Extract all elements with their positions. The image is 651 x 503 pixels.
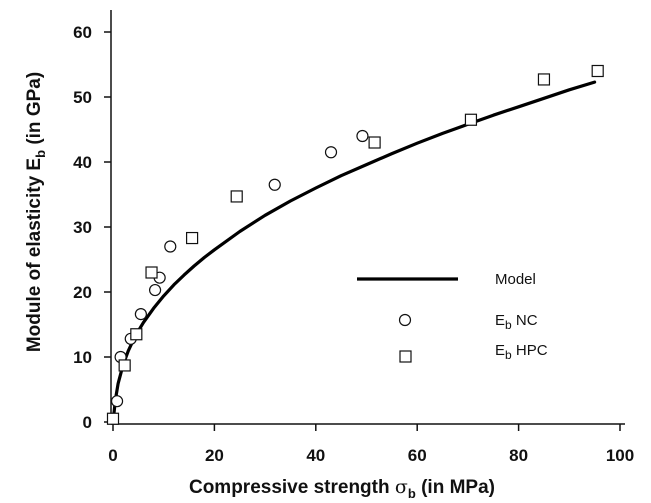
y-tick-label-50: 50: [73, 88, 92, 107]
hpc-point-8: [537, 73, 551, 86]
y-tick-label-10: 10: [73, 348, 92, 367]
nc-point-6: [164, 240, 177, 253]
y-tick-label-20: 20: [73, 283, 92, 302]
legend-model-label: Model: [495, 271, 536, 288]
nc-point-9: [356, 129, 369, 143]
x-axis-title: Compressive strength σb (in MPa): [189, 476, 495, 501]
hpc-point-9: [591, 64, 604, 78]
legend-nc-label: Eb NC: [495, 312, 538, 332]
legend-nc-marker: [398, 313, 412, 327]
hpc-point-5: [230, 190, 243, 203]
nc-point-3: [134, 308, 147, 321]
y-axis-title: Module of elasticity Eb (in GPa): [24, 72, 48, 352]
hpc-point-0: [106, 412, 120, 425]
y-tick-label-60: 60: [73, 23, 92, 42]
legend-hpc-marker: [399, 350, 412, 363]
x-tick-label-0: 0: [108, 446, 117, 465]
hpc-point-6: [368, 136, 381, 149]
nc-point-0: [110, 395, 124, 408]
y-tick-label-40: 40: [73, 153, 92, 172]
x-tick-label-40: 40: [306, 446, 325, 465]
tick-labels: 0 20 40 60 80 100 0 10 20 30 40 50 60: [73, 23, 634, 465]
legend-hpc-label: Eb HPC: [495, 342, 548, 362]
hpc-point-3: [145, 266, 158, 279]
legend: Model Eb NC Eb HPC: [357, 271, 548, 363]
y-tick-label-0: 0: [83, 413, 92, 432]
markers: [106, 64, 604, 425]
hpc-point-2: [130, 328, 143, 341]
hpc-point-1: [118, 359, 131, 372]
hpc-point-7: [464, 113, 478, 126]
x-tick-label-20: 20: [205, 446, 224, 465]
nc-point-4: [148, 283, 162, 297]
nc-point-8: [324, 146, 338, 159]
x-tick-label-60: 60: [408, 446, 427, 465]
ticks: [104, 31, 621, 431]
y-tick-label-30: 30: [73, 218, 92, 237]
x-tick-label-100: 100: [606, 446, 634, 465]
x-tick-label-80: 80: [509, 446, 528, 465]
hpc-point-4: [185, 231, 199, 245]
model-curve: [111, 80, 597, 424]
nc-point-7: [268, 178, 281, 191]
